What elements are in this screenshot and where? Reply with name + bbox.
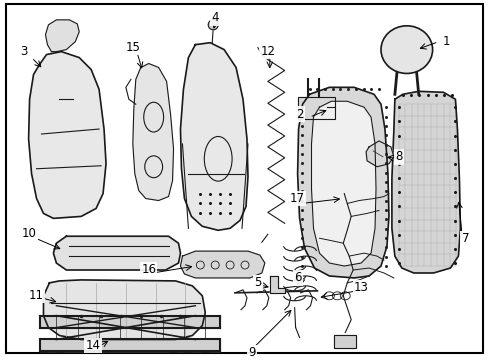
Polygon shape — [391, 91, 460, 273]
Text: 6: 6 — [293, 271, 301, 284]
Bar — [334, 334, 355, 348]
Text: 8: 8 — [394, 150, 402, 163]
Text: 10: 10 — [22, 227, 37, 240]
Polygon shape — [53, 236, 180, 270]
Text: 14: 14 — [85, 339, 101, 352]
Polygon shape — [180, 43, 247, 230]
Text: 16: 16 — [141, 264, 156, 276]
Text: 2: 2 — [295, 108, 303, 121]
Polygon shape — [43, 280, 205, 339]
Polygon shape — [28, 51, 106, 219]
Polygon shape — [40, 339, 220, 351]
Ellipse shape — [380, 26, 432, 73]
Polygon shape — [180, 251, 264, 278]
Text: 17: 17 — [289, 192, 305, 205]
Polygon shape — [40, 316, 220, 328]
Polygon shape — [45, 20, 79, 51]
Text: 11: 11 — [29, 289, 44, 302]
Text: 4: 4 — [211, 12, 219, 24]
Bar — [297, 97, 335, 119]
Polygon shape — [366, 141, 393, 167]
Circle shape — [208, 20, 218, 30]
Polygon shape — [297, 87, 388, 278]
Text: 7: 7 — [461, 232, 468, 245]
Bar — [334, 334, 355, 348]
Bar — [297, 97, 335, 119]
Text: 3: 3 — [20, 45, 27, 58]
Text: 5: 5 — [254, 276, 261, 289]
Polygon shape — [133, 63, 173, 201]
Text: 12: 12 — [260, 45, 275, 58]
Polygon shape — [311, 101, 375, 266]
Text: 15: 15 — [125, 41, 140, 54]
Text: 1: 1 — [442, 35, 449, 48]
Polygon shape — [269, 276, 284, 293]
Text: 13: 13 — [353, 282, 368, 294]
Text: 9: 9 — [248, 346, 255, 359]
